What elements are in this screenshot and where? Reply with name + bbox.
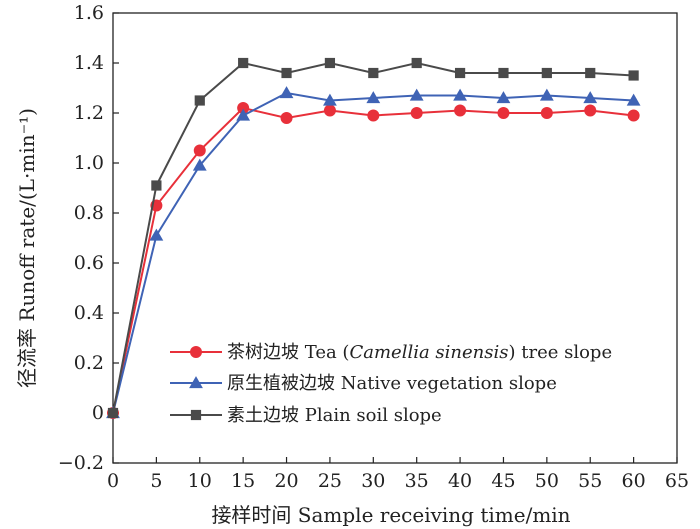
legend: 茶树边坡 Tea (Camellia sinensis) tree slope 原…	[170, 342, 612, 426]
data-point	[279, 86, 294, 99]
data-point	[628, 70, 639, 81]
data-point	[190, 409, 202, 421]
data-point	[627, 109, 640, 122]
data-point	[539, 88, 554, 101]
data-point	[626, 93, 641, 106]
data-point	[366, 91, 381, 104]
x-tick-label: 60	[622, 470, 646, 492]
x-tick-label: 35	[405, 470, 429, 492]
plot-frame	[112, 12, 678, 464]
legend-label: 素土边坡 Plain soil slope	[227, 405, 442, 426]
y-axis-title: 径流率 Runoff rate/(L·min⁻¹)	[15, 108, 39, 388]
x-tick-label: 10	[188, 470, 212, 492]
y-tick-label: 1.0	[74, 152, 104, 174]
y-tick-label: 1.4	[74, 52, 104, 74]
data-point	[193, 144, 206, 157]
y-tick-label: 0.6	[74, 252, 104, 274]
data-point	[367, 109, 380, 122]
data-point	[584, 104, 597, 117]
data-point	[280, 112, 293, 124]
x-tick-label: 0	[107, 470, 119, 492]
data-point	[323, 93, 337, 106]
series-0	[107, 102, 640, 419]
data-point	[497, 107, 510, 119]
y-tick-label: 0.4	[74, 302, 104, 324]
y-tick-label: 1.6	[74, 2, 104, 24]
data-point	[238, 57, 249, 69]
data-point	[540, 107, 553, 119]
data-point	[107, 407, 119, 419]
legend-item-0: 茶树边坡 Tea (Camellia sinensis) tree slope	[170, 342, 612, 363]
data-point	[324, 57, 336, 69]
data-point	[368, 67, 379, 79]
data-point	[189, 376, 203, 389]
data-point	[410, 107, 423, 119]
x-tick-label: 15	[231, 470, 255, 492]
data-point	[411, 57, 422, 69]
y-tick-label: 1.2	[74, 102, 104, 124]
y-tick-label: −0.2	[58, 452, 104, 474]
x-tick-label: 65	[665, 470, 689, 492]
legend-label-prefix: 茶树边坡 Tea (	[227, 342, 349, 363]
series-2	[107, 57, 639, 419]
x-tick-label: 25	[318, 470, 342, 492]
y-tick-label: 0	[92, 402, 104, 424]
legend-item-1: 原生植被边坡 Native vegetation slope	[170, 373, 557, 394]
x-tick-label: 5	[150, 470, 162, 492]
series-1	[106, 86, 641, 419]
series-layer	[106, 57, 641, 419]
series-line	[112, 106, 634, 414]
data-point	[496, 91, 511, 104]
data-point	[541, 67, 552, 79]
data-point	[585, 67, 596, 79]
x-axis-title: 接样时间 Sample receiving time/min	[211, 503, 570, 527]
x-tick-label: 30	[361, 470, 385, 492]
data-point	[192, 158, 207, 171]
legend-label: 原生植被边坡 Native vegetation slope	[227, 373, 557, 394]
data-point	[323, 104, 336, 117]
series-line	[112, 91, 634, 414]
data-point	[149, 228, 164, 241]
data-point	[453, 88, 467, 101]
data-point	[583, 91, 598, 104]
data-point	[151, 180, 162, 191]
x-tick-label: 55	[578, 470, 602, 492]
data-point	[498, 67, 509, 79]
data-point	[454, 67, 466, 79]
x-tick-label: 50	[535, 470, 559, 492]
legend-label: 茶树边坡 Tea (Camellia sinensis) tree slope	[227, 342, 612, 363]
legend-item-2: 素土边坡 Plain soil slope	[170, 405, 442, 426]
y-tick-label: 0.2	[74, 352, 104, 374]
data-point	[454, 104, 467, 117]
data-point	[194, 95, 205, 106]
y-tick-label: 0.8	[74, 202, 104, 224]
legend-label-suffix: ) tree slope	[508, 342, 612, 363]
data-point	[190, 346, 202, 358]
x-tick-label: 20	[274, 470, 298, 492]
legend-label-italic: Camellia sinensis	[349, 342, 508, 363]
x-tick-label: 45	[491, 470, 515, 492]
x-tick-label: 40	[448, 470, 472, 492]
data-point	[236, 108, 251, 121]
axes-layer: −0.200.20.40.60.81.01.21.41.60 5 10 15 20 25 3…	[15, 2, 689, 527]
data-point	[281, 67, 292, 79]
data-point	[409, 88, 424, 101]
data-point	[237, 102, 250, 114]
